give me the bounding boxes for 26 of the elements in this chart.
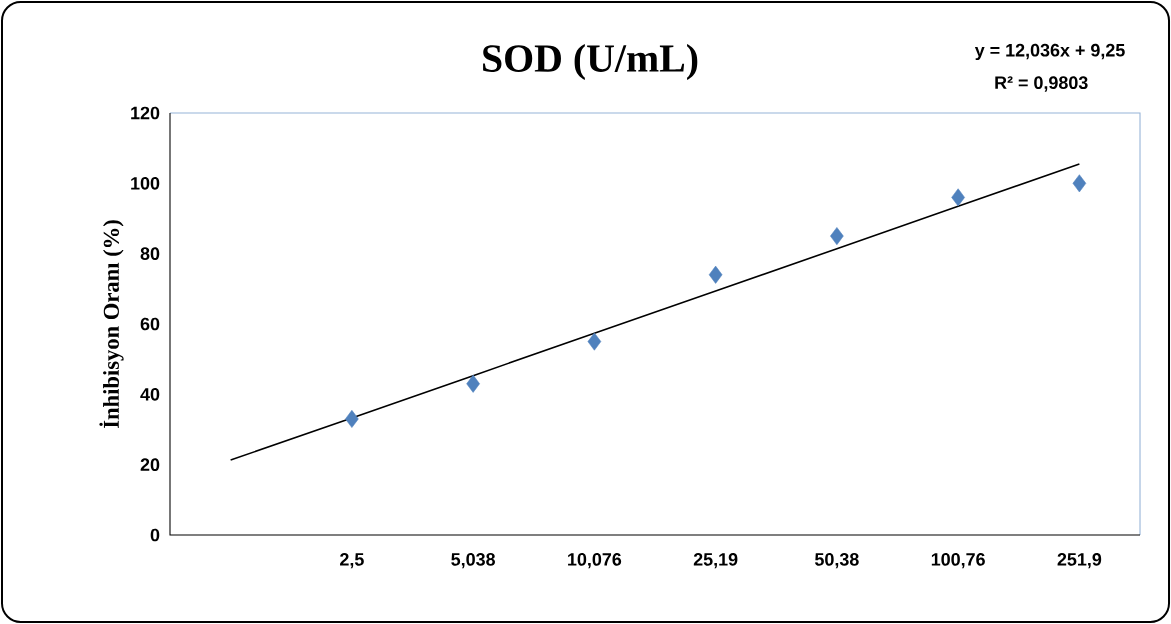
y-axis-title: İnhibisyon Oranı (%) <box>99 220 124 429</box>
x-tick-label: 50,38 <box>814 553 859 569</box>
point <box>830 227 844 246</box>
x-tick-label: 10,076 <box>568 553 622 569</box>
y-tick-label: 40 <box>140 387 160 401</box>
chart-title: SOD (U/mL) <box>483 43 698 81</box>
y-tick-label: 20 <box>140 458 160 472</box>
y-tick-label: 100 <box>131 176 160 190</box>
point <box>466 374 480 393</box>
line-series <box>229 163 1081 461</box>
text: R² = 0,9803 <box>995 76 1088 92</box>
y-tick-label: 60 <box>140 317 160 331</box>
x-tick-label: 25,19 <box>693 553 738 569</box>
text: y = 12,036x + 9,25 <box>974 43 1125 61</box>
x-tick-label: 5,038 <box>451 553 495 569</box>
y-tick-label: 80 <box>140 247 160 260</box>
point <box>587 332 602 351</box>
x-tick-label: 251,9 <box>1057 553 1102 569</box>
x-tick-label: 2,5 <box>340 553 364 569</box>
y-tick-label: 120 <box>131 106 160 120</box>
point <box>345 410 359 428</box>
point <box>708 265 723 284</box>
x-tick-label: 100,76 <box>931 553 985 569</box>
point <box>951 188 965 207</box>
y-tick-label: 0 <box>150 528 160 542</box>
point <box>1072 174 1087 193</box>
